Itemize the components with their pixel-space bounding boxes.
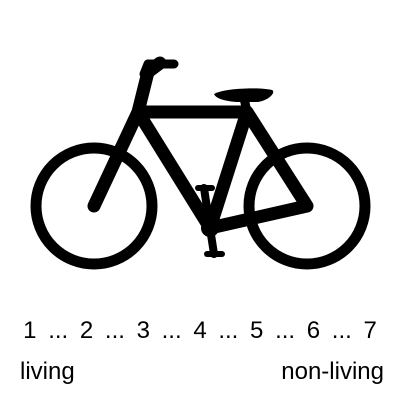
saddle: [214, 88, 274, 102]
rear-wheel: [30, 142, 158, 270]
scale-point-2: 2: [79, 317, 94, 344]
scale-separator: ...: [161, 317, 182, 344]
scale-point-1: 1: [23, 317, 37, 344]
scale-right-label: non-living: [281, 358, 384, 385]
scale-point-7: 7: [363, 317, 377, 344]
bicycle-frame: [87, 56, 314, 235]
handlebar: [139, 59, 179, 79]
bicycle-icon: [30, 56, 371, 270]
scale-point-5: 5: [250, 317, 264, 344]
scale-separator: ...: [275, 317, 296, 344]
scale-point-4: 4: [193, 317, 207, 344]
scale-separator: ...: [104, 317, 125, 344]
scale-left-label: living: [20, 358, 75, 385]
scale-separator: ...: [48, 317, 69, 344]
scale-point-6: 6: [306, 317, 321, 344]
rear-hub: [88, 200, 100, 212]
scale-separator: ...: [331, 317, 352, 344]
rating-scale: 1 ... 2 ... 3 ... 4 ... 5 ... 6 ... 7: [0, 316, 400, 346]
chainring: [201, 219, 219, 237]
scale-point-3: 3: [136, 317, 150, 344]
bicycle-figure: [30, 56, 371, 270]
front-hub: [301, 200, 313, 212]
scale-separator: ...: [218, 317, 239, 344]
front-wheel: [243, 142, 371, 270]
